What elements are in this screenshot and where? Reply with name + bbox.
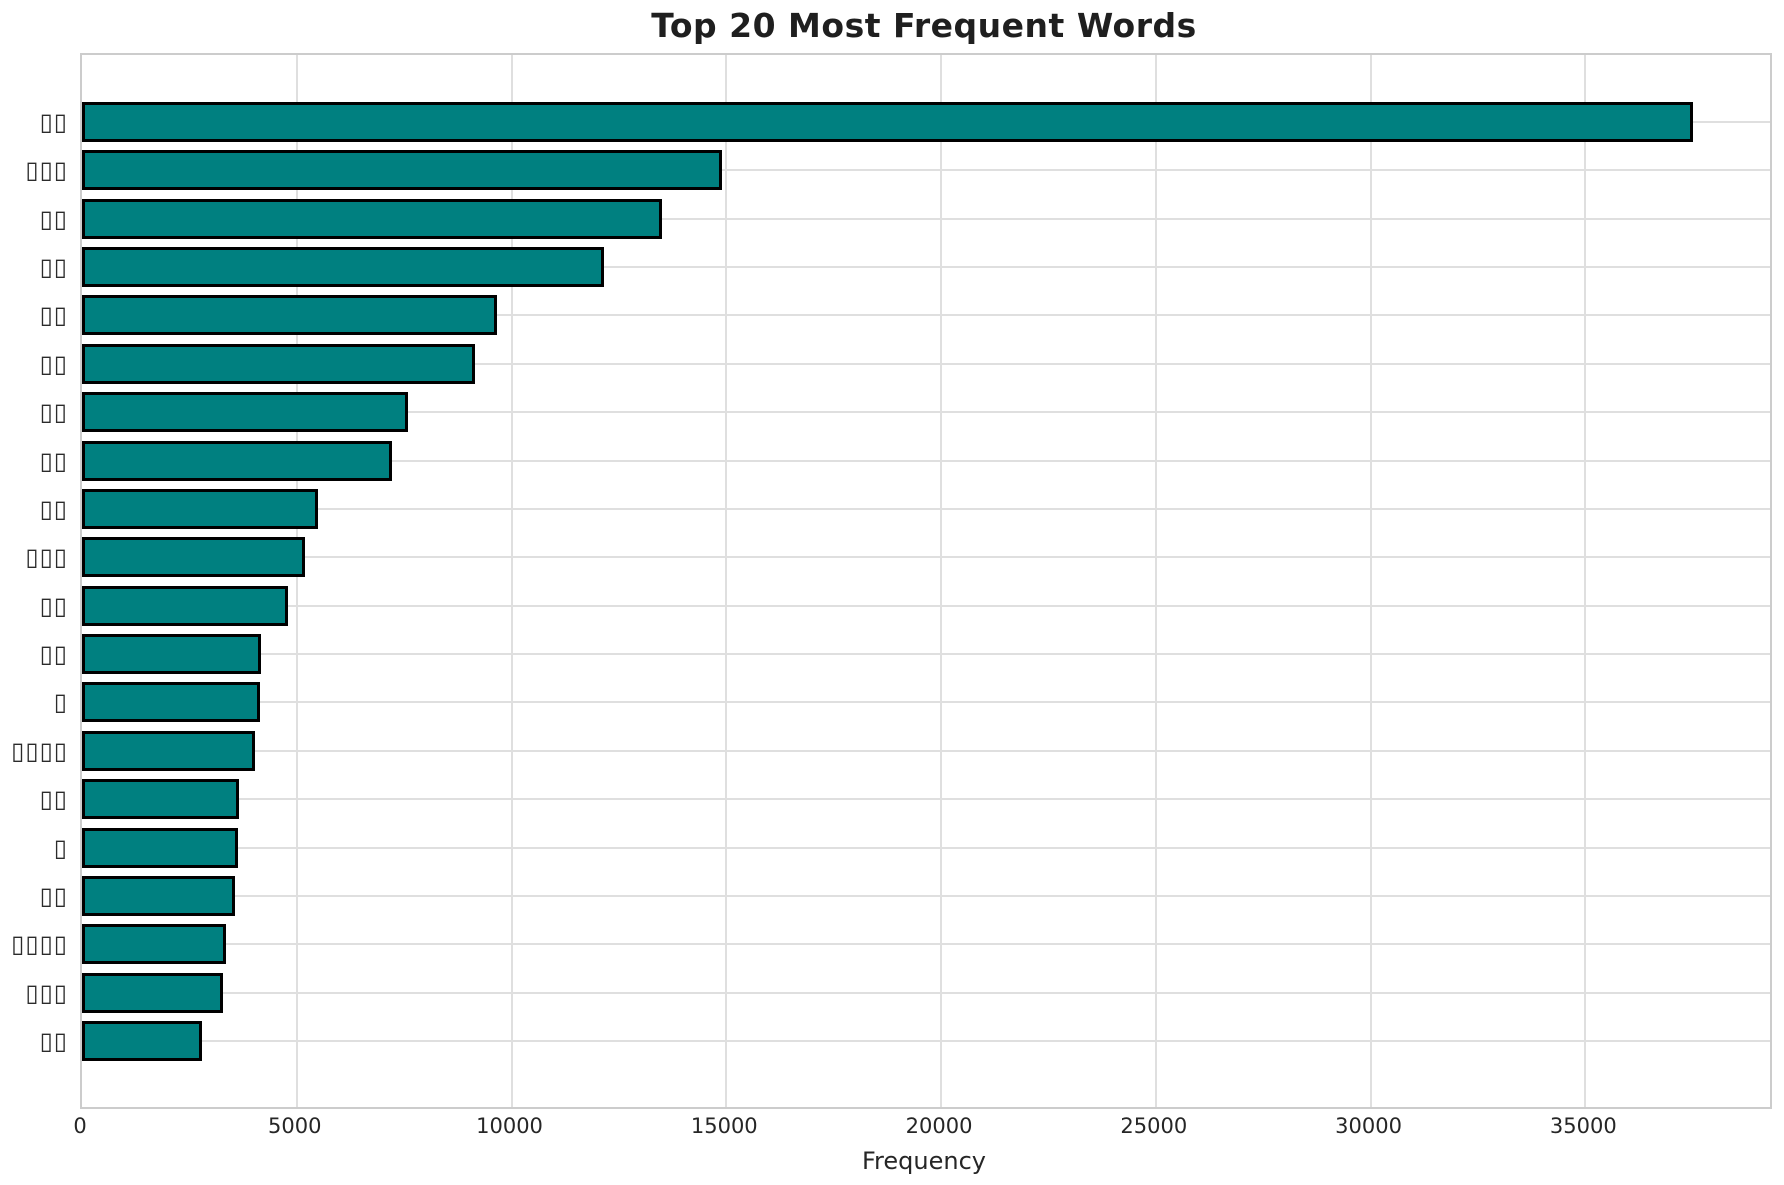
x-axis-label: Frequency bbox=[862, 1147, 986, 1175]
gridline-vertical bbox=[1369, 55, 1372, 1107]
gridline-vertical bbox=[1154, 55, 1157, 1107]
bar bbox=[82, 295, 497, 336]
bar bbox=[82, 634, 261, 675]
y-tick-label: ▯▯ bbox=[39, 398, 68, 427]
bar bbox=[82, 682, 260, 723]
gridline-horizontal bbox=[82, 266, 1770, 269]
chart-title: Top 20 Most Frequent Words bbox=[651, 6, 1197, 45]
y-tick-label: ▯▯ bbox=[39, 301, 68, 330]
gridline-vertical bbox=[940, 55, 943, 1107]
x-tick-label: 0 bbox=[73, 1114, 87, 1138]
bar bbox=[82, 779, 239, 820]
gridline-horizontal bbox=[82, 217, 1770, 220]
bar bbox=[82, 247, 604, 288]
bar bbox=[82, 392, 408, 433]
gridline-vertical bbox=[510, 55, 513, 1107]
bar bbox=[82, 585, 288, 626]
y-tick-label: ▯▯▯▯ bbox=[11, 736, 68, 765]
x-tick-label: 15000 bbox=[690, 1114, 758, 1138]
x-tick-label: 25000 bbox=[1120, 1114, 1188, 1138]
gridline-horizontal bbox=[82, 169, 1770, 172]
gridline-horizontal bbox=[82, 846, 1770, 849]
bar bbox=[82, 102, 1693, 142]
gridline-horizontal bbox=[82, 991, 1770, 994]
gridline-horizontal bbox=[82, 1040, 1770, 1043]
gridline-horizontal bbox=[82, 749, 1770, 752]
y-tick-label: ▯▯ bbox=[39, 349, 68, 378]
gridline-vertical bbox=[725, 55, 728, 1107]
gridline-horizontal bbox=[82, 604, 1770, 607]
y-tick-label: ▯▯ bbox=[39, 881, 68, 910]
y-tick-label: ▯▯▯ bbox=[25, 543, 68, 572]
gridline-horizontal bbox=[82, 556, 1770, 559]
y-tick-label: ▯▯▯ bbox=[25, 156, 68, 185]
y-tick-label: ▯ bbox=[53, 688, 68, 717]
gridline-horizontal bbox=[82, 943, 1770, 946]
y-tick-label: ▯▯ bbox=[39, 108, 68, 136]
bar bbox=[82, 488, 318, 529]
y-tick-label: ▯▯ bbox=[39, 446, 68, 475]
plot-area bbox=[80, 53, 1772, 1109]
bar bbox=[82, 972, 223, 1013]
gridline-horizontal bbox=[82, 653, 1770, 656]
x-tick-label: 10000 bbox=[476, 1114, 543, 1138]
bar bbox=[82, 730, 255, 771]
bar bbox=[82, 537, 305, 578]
y-tick-label: ▯ bbox=[53, 833, 68, 862]
gridline-horizontal bbox=[82, 411, 1770, 414]
y-tick-label: ▯▯ bbox=[39, 640, 68, 669]
y-tick-label: ▯▯▯▯ bbox=[11, 930, 68, 959]
y-tick-label: ▯▯ bbox=[39, 204, 68, 233]
gridline-horizontal bbox=[82, 459, 1770, 462]
gridline-horizontal bbox=[82, 362, 1770, 365]
bar bbox=[82, 440, 392, 481]
y-tick-label: ▯▯ bbox=[39, 785, 68, 814]
y-tick-label: ▯▯ bbox=[39, 253, 68, 282]
y-tick-label: ▯▯▯ bbox=[25, 978, 68, 1007]
x-tick-label: 5000 bbox=[268, 1114, 322, 1138]
gridline-horizontal bbox=[82, 314, 1770, 317]
bar bbox=[82, 827, 238, 868]
x-tick-label: 35000 bbox=[1549, 1114, 1617, 1138]
bar bbox=[82, 150, 722, 191]
bar bbox=[82, 875, 235, 916]
y-tick-label: ▯▯ bbox=[39, 494, 68, 523]
bar bbox=[82, 198, 662, 239]
x-tick-label: 20000 bbox=[905, 1114, 973, 1138]
y-tick-label: ▯▯ bbox=[39, 591, 68, 620]
gridline-vertical bbox=[295, 55, 298, 1107]
bar bbox=[82, 1021, 202, 1062]
gridline-horizontal bbox=[82, 701, 1770, 704]
bar bbox=[82, 924, 226, 965]
y-tick-label: ▯▯ bbox=[39, 1027, 68, 1056]
gridline-horizontal bbox=[82, 507, 1770, 510]
gridline-vertical bbox=[1584, 55, 1587, 1107]
gridline-horizontal bbox=[82, 798, 1770, 801]
bar bbox=[82, 343, 475, 384]
gridline-horizontal bbox=[82, 894, 1770, 897]
x-tick-label: 30000 bbox=[1335, 1114, 1402, 1138]
